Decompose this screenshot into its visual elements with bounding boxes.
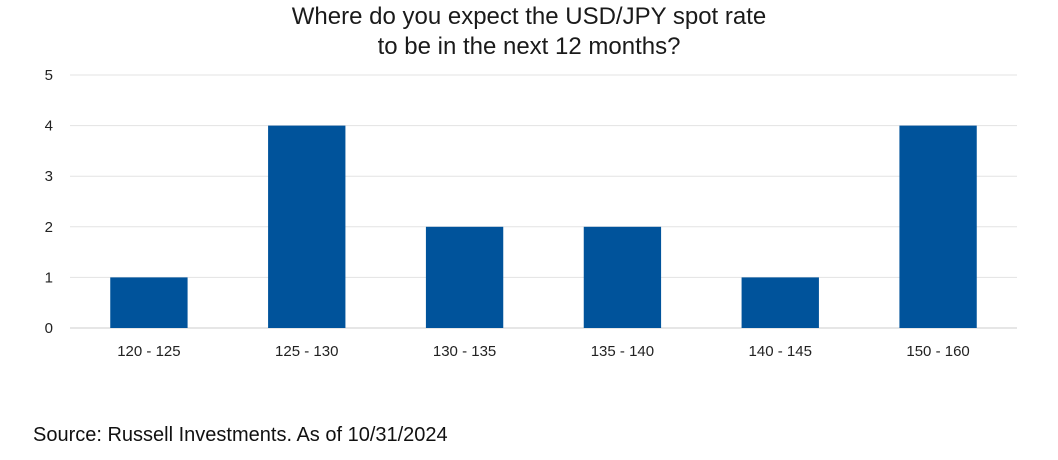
y-tick-label: 0	[45, 320, 53, 337]
x-tick-label: 125 - 130	[275, 343, 338, 360]
bar	[110, 277, 188, 328]
chart-title-line-2: to be in the next 12 months?	[377, 33, 681, 60]
x-tick-label: 135 - 140	[591, 343, 654, 360]
source-note: Source: Russell Investments. As of 10/31…	[33, 424, 448, 446]
chart-title: Where do you expect the USD/JPY spot rat…	[0, 2, 1058, 62]
plot-area: 0 1 2 3 4 5 120 - 125 125 - 130 130 - 135 135 - 1…	[45, 67, 1017, 360]
bar	[268, 125, 346, 328]
bar	[583, 226, 662, 328]
y-tick-label: 3	[45, 168, 53, 185]
bar	[899, 125, 977, 328]
y-tick-label: 1	[45, 269, 53, 286]
x-tick-label: 140 - 145	[749, 343, 812, 360]
y-tick-label: 4	[45, 118, 53, 135]
chart-title-line-1: Where do you expect the USD/JPY spot rat…	[291, 3, 767, 30]
x-tick-label: 150 - 160	[906, 343, 969, 360]
bar	[741, 277, 819, 328]
x-tick-label: 130 - 135	[433, 343, 496, 360]
bar	[425, 226, 504, 328]
y-tick-label: 2	[45, 219, 53, 236]
x-tick-label: 120 - 125	[117, 343, 180, 360]
y-tick-label: 5	[45, 67, 53, 84]
